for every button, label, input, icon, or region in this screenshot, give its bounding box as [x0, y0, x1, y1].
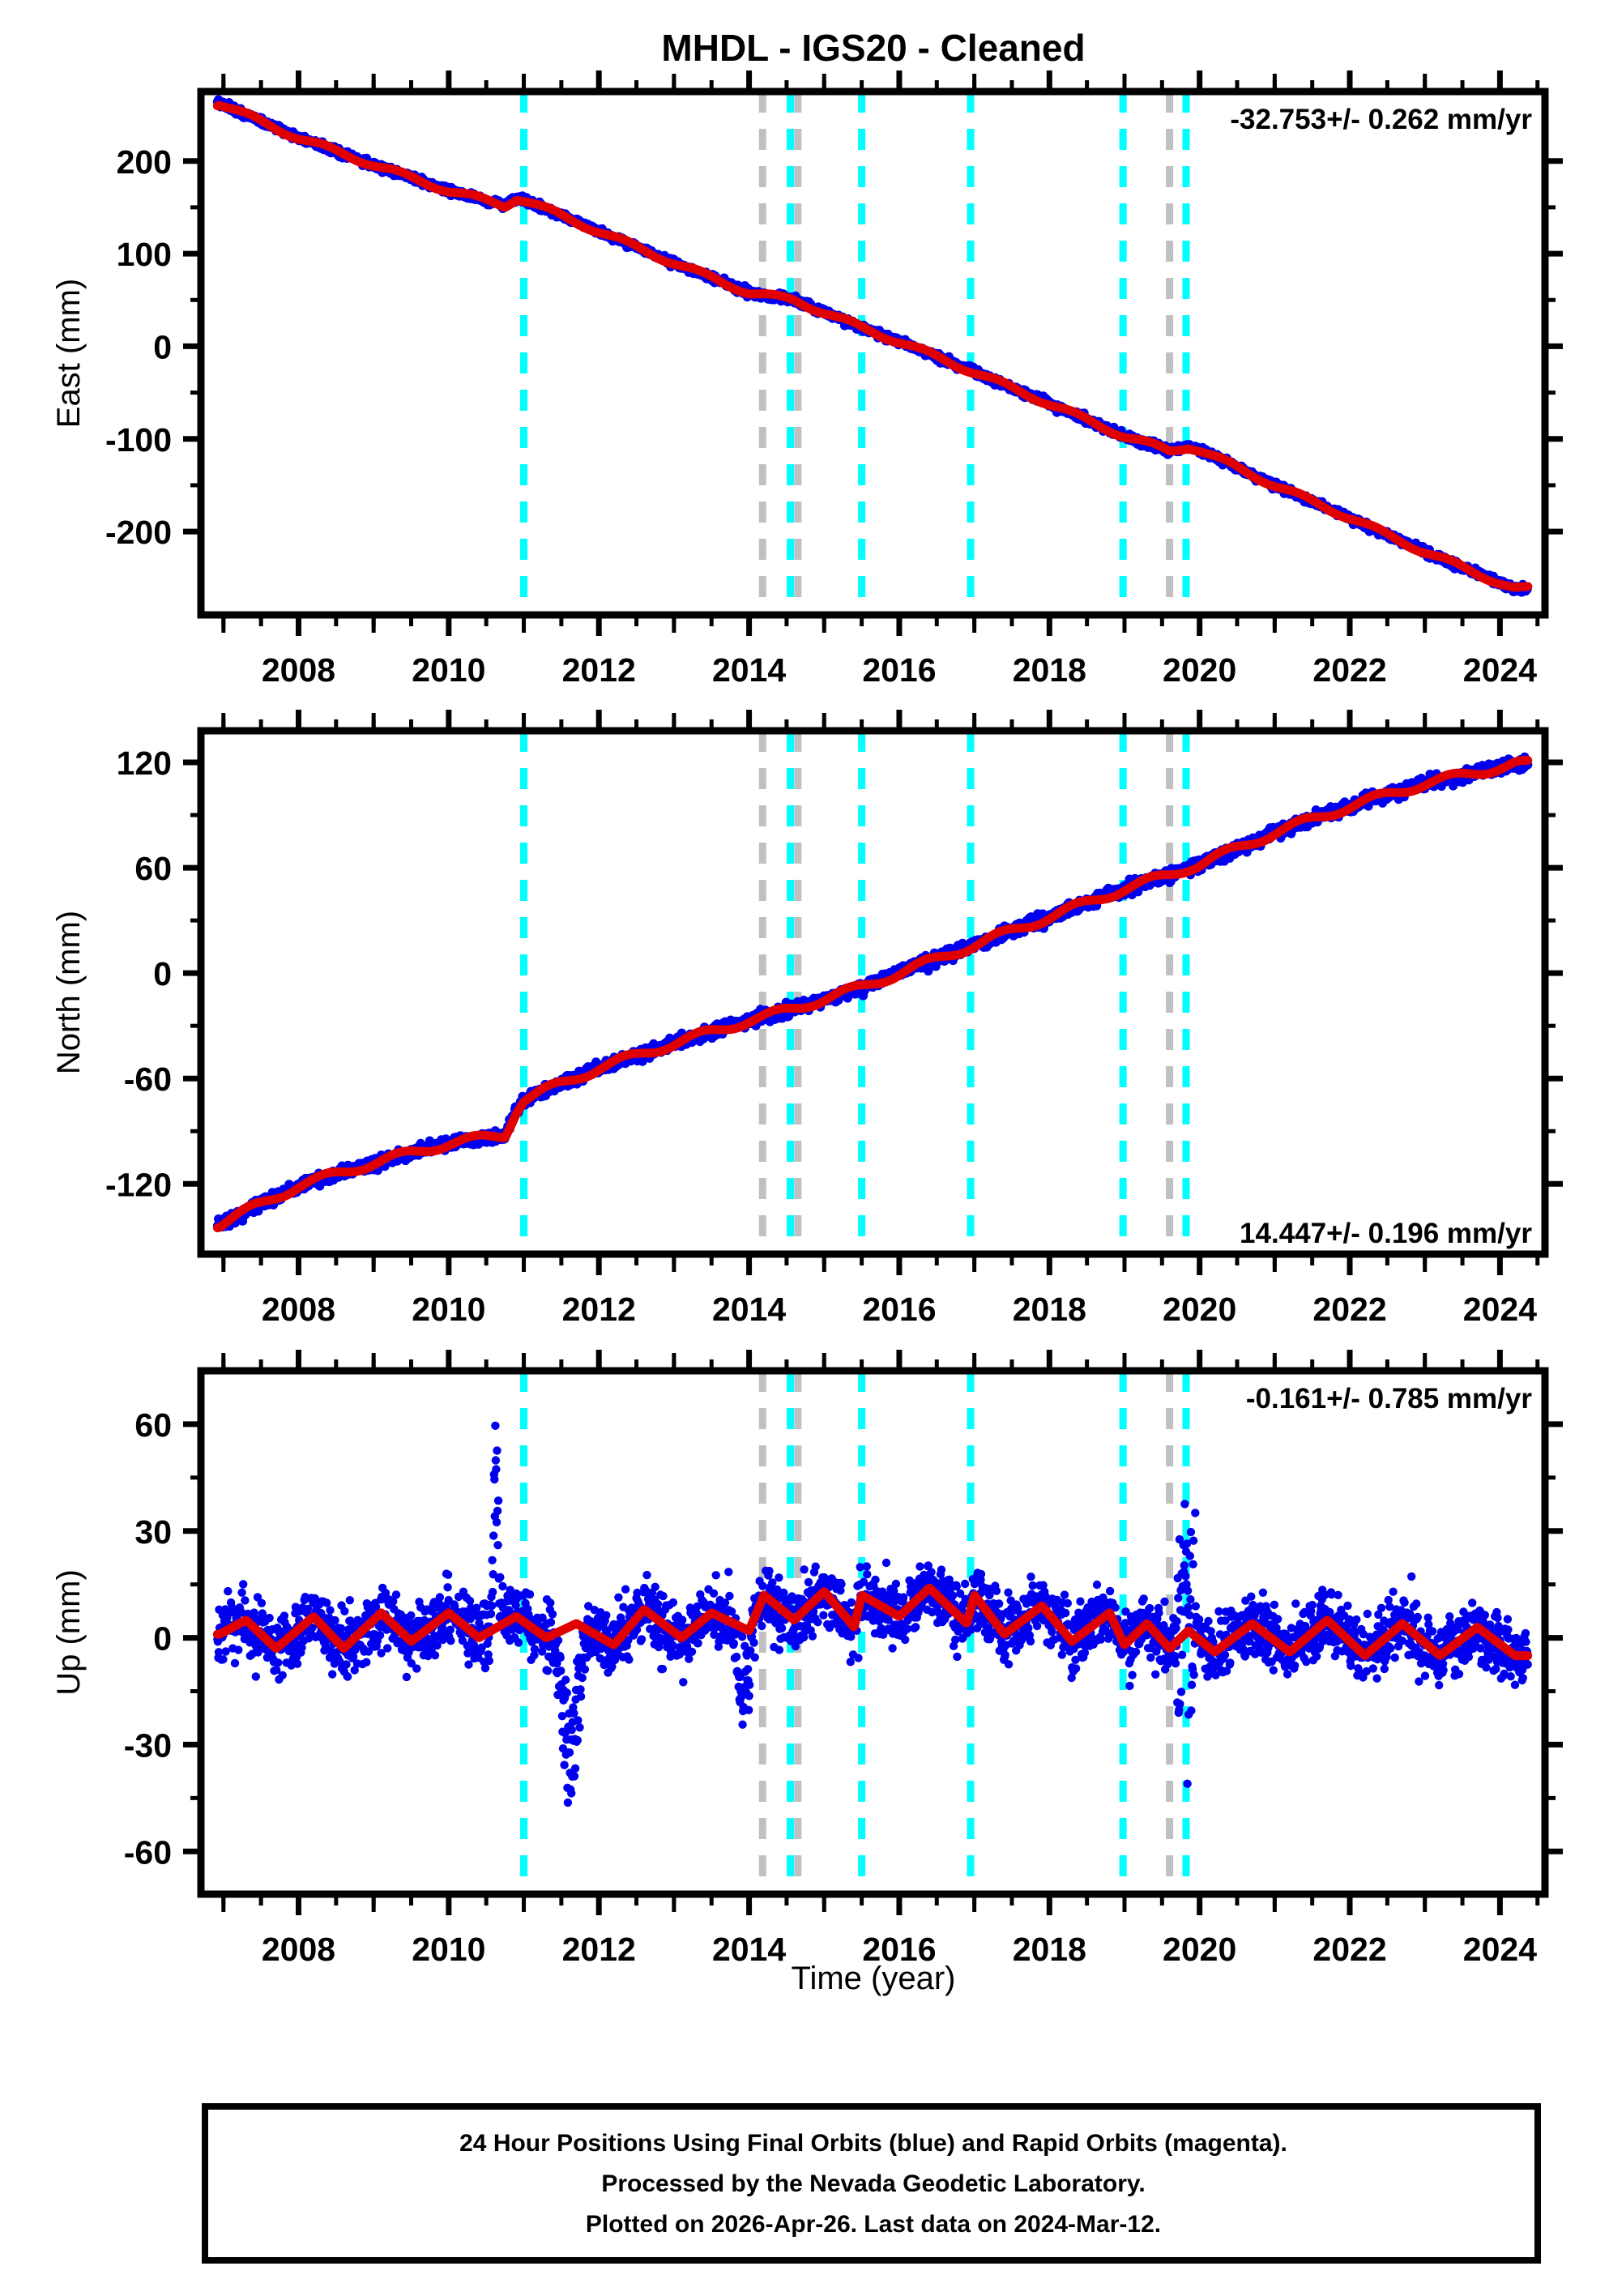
x-tick-label-up-5: 2018 [1013, 1931, 1086, 1968]
y-tick-label-east-1: 100 [117, 236, 172, 273]
footer-border [202, 2103, 1541, 2264]
x-tick-label-east-3: 2014 [712, 651, 786, 689]
y-tick-label-east-2: 0 [153, 328, 172, 365]
x-tick-label-north-1: 2010 [412, 1291, 485, 1328]
fit-line-group-east [212, 100, 1533, 592]
plot-frame-east [197, 87, 1549, 619]
x-tick-label-north-8: 2024 [1463, 1291, 1537, 1328]
x-tick-label-east-4: 2016 [862, 651, 936, 689]
panel-up: 60 30 0 -30 -60 2008 2010 2012 2014 2016 2018 2020 2… [51, 1350, 1563, 1968]
y-tick-label-east-4: -200 [105, 514, 172, 551]
page-title: MHDL - IGS20 - Cleaned [661, 27, 1085, 69]
x-tick-label-up-4: 2016 [862, 1931, 936, 1968]
y-tick-label-east-3: -100 [105, 421, 172, 459]
x-tick-label-up-8: 2024 [1463, 1931, 1537, 1968]
fit-line-north [212, 755, 1533, 1232]
y-tick-label-north-4: -120 [105, 1166, 172, 1203]
plot-frame-north [197, 727, 1549, 1258]
x-tick-label-north-6: 2020 [1163, 1291, 1236, 1328]
y-axis-label-east: East (mm) [51, 279, 87, 428]
y-axis-label-up: Up (mm) [51, 1569, 87, 1696]
y-tick-label-up-4: -60 [124, 1833, 172, 1871]
x-tick-label-north-2: 2012 [562, 1291, 636, 1328]
x-tick-label-north-0: 2008 [262, 1291, 335, 1328]
rate-annotation-up: -0.161+/- 0.785 mm/yr [1246, 1383, 1533, 1415]
x-tick-label-east-0: 2008 [262, 651, 335, 689]
x-axis-label: Time (year) [792, 1961, 956, 1996]
y-tick-label-north-3: -60 [124, 1061, 172, 1098]
x-tick-label-up-6: 2020 [1163, 1931, 1236, 1968]
panel-east: 200 100 0 -100 -200 2008 2010 2012 2014 2016 2018 2… [51, 70, 1563, 689]
x-tick-label-east-7: 2022 [1312, 651, 1386, 689]
y-tick-label-up-3: -30 [124, 1726, 172, 1764]
footer-line-2: Processed by the Nevada Geodetic Laborat… [601, 2170, 1145, 2197]
x-tick-label-north-4: 2016 [862, 1291, 936, 1328]
y-tick-label-north-0: 120 [117, 745, 172, 782]
y-tick-label-east-0: 200 [117, 143, 172, 181]
x-tick-label-up-7: 2022 [1312, 1931, 1386, 1968]
x-tick-label-up-2: 2012 [562, 1931, 636, 1968]
x-tick-label-east-8: 2024 [1463, 651, 1537, 689]
x-tick-label-north-3: 2014 [712, 1291, 786, 1328]
footer-line-3: Plotted on 2026-Apr-26. Last data on 202… [586, 2211, 1161, 2238]
rate-annotation-east: -32.753+/- 0.262 mm/yr [1230, 104, 1532, 135]
y-tick-label-north-1: 60 [134, 850, 172, 887]
x-tick-label-up-0: 2008 [262, 1931, 335, 1968]
panel-north: 120 60 0 -60 -120 2008 2010 2012 2014 2016 2018 202… [51, 710, 1563, 1328]
fit-line-group-up [212, 1584, 1533, 1661]
y-tick-label-up-2: 0 [153, 1620, 172, 1658]
x-tick-label-up-3: 2014 [712, 1931, 786, 1968]
x-tick-label-east-5: 2018 [1013, 651, 1086, 689]
x-tick-label-east-1: 2010 [412, 651, 485, 689]
fit-line-up [212, 1584, 1533, 1661]
footer-box: 24 Hour Positions Using Final Orbits (bl… [202, 2103, 1541, 2264]
y-tick-label-north-2: 0 [153, 955, 172, 992]
fit-line-group-north [212, 755, 1533, 1232]
plot-frame-up [197, 1367, 1549, 1898]
x-tick-label-east-6: 2020 [1163, 651, 1236, 689]
x-tick-label-east-2: 2012 [562, 651, 636, 689]
y-tick-label-up-1: 30 [134, 1513, 172, 1551]
x-tick-label-north-5: 2018 [1013, 1291, 1086, 1328]
x-tick-label-north-7: 2022 [1312, 1291, 1386, 1328]
rate-annotation-north: 14.447+/- 0.196 mm/yr [1240, 1218, 1532, 1249]
fit-line-east [212, 100, 1533, 592]
footer-line-1: 24 Hour Positions Using Final Orbits (bl… [459, 2130, 1287, 2157]
y-axis-label-north: North (mm) [51, 911, 87, 1074]
event-lines-east [520, 92, 1190, 615]
x-tick-label-up-1: 2010 [412, 1931, 485, 1968]
y-tick-label-up-0: 60 [134, 1406, 172, 1444]
